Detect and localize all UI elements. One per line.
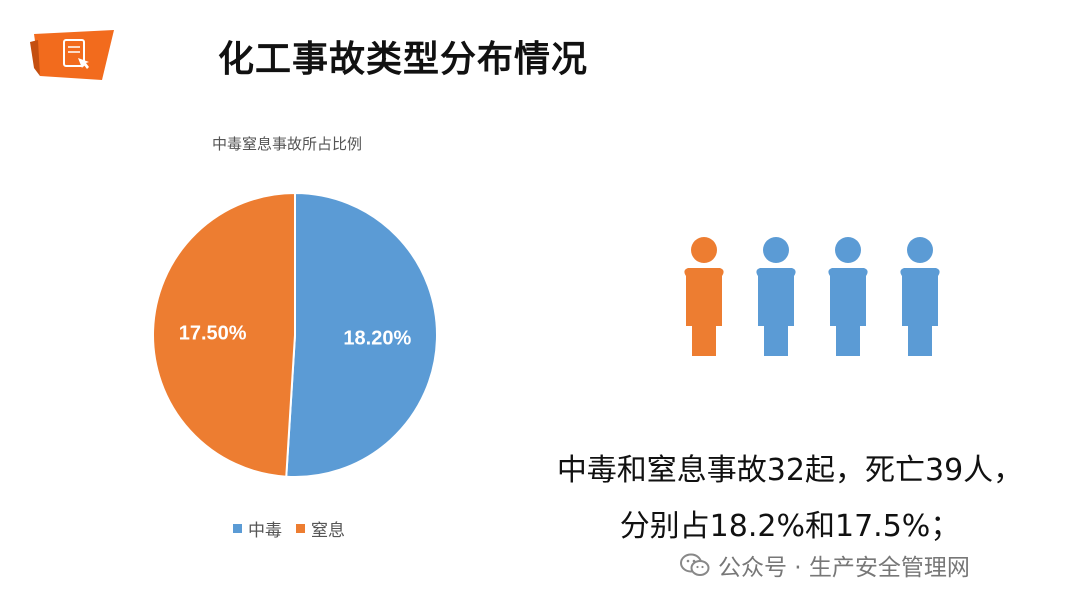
person-icon-1 — [756, 237, 796, 356]
watermark: 公众号 · 生产安全管理网 — [680, 548, 970, 582]
legend-item-zhongdu: 中毒 — [233, 516, 282, 541]
pie-slice-1 — [151, 191, 296, 478]
watermark-text: 公众号 · 生产安全管理网 — [718, 555, 970, 581]
wechat-icon — [680, 553, 710, 576]
summary-line-1: 中毒和窒息事故32起，死亡39人， — [556, 453, 1024, 488]
person-icon-2 — [828, 237, 868, 356]
legend-swatch-zhongdu — [233, 524, 242, 533]
chart-title: 中毒窒息事故所占比例 — [212, 135, 363, 153]
legend-item-zhixi: 窒息 — [296, 516, 345, 541]
legend-label-zhongdu: 中毒 — [248, 521, 282, 541]
person-icon-3 — [900, 237, 940, 356]
people-icons — [684, 237, 940, 356]
page-title: 化工事故类型分布情况 — [218, 39, 589, 80]
legend-swatch-zhixi — [296, 524, 305, 533]
chart-legend: 中毒 窒息 — [233, 516, 345, 541]
pie-slice-0 — [285, 191, 438, 478]
legend-label-zhixi: 窒息 — [311, 521, 345, 541]
pie-data-label-1: 17.50% — [179, 322, 247, 344]
pie-chart: 18.20% 17.50% — [151, 191, 438, 478]
document-touch-icon — [30, 30, 114, 80]
summary-line-2: 分别占18.2%和17.5%； — [619, 509, 961, 544]
pie-data-label-0: 18.20% — [343, 328, 411, 350]
person-icon-0 — [684, 237, 724, 356]
